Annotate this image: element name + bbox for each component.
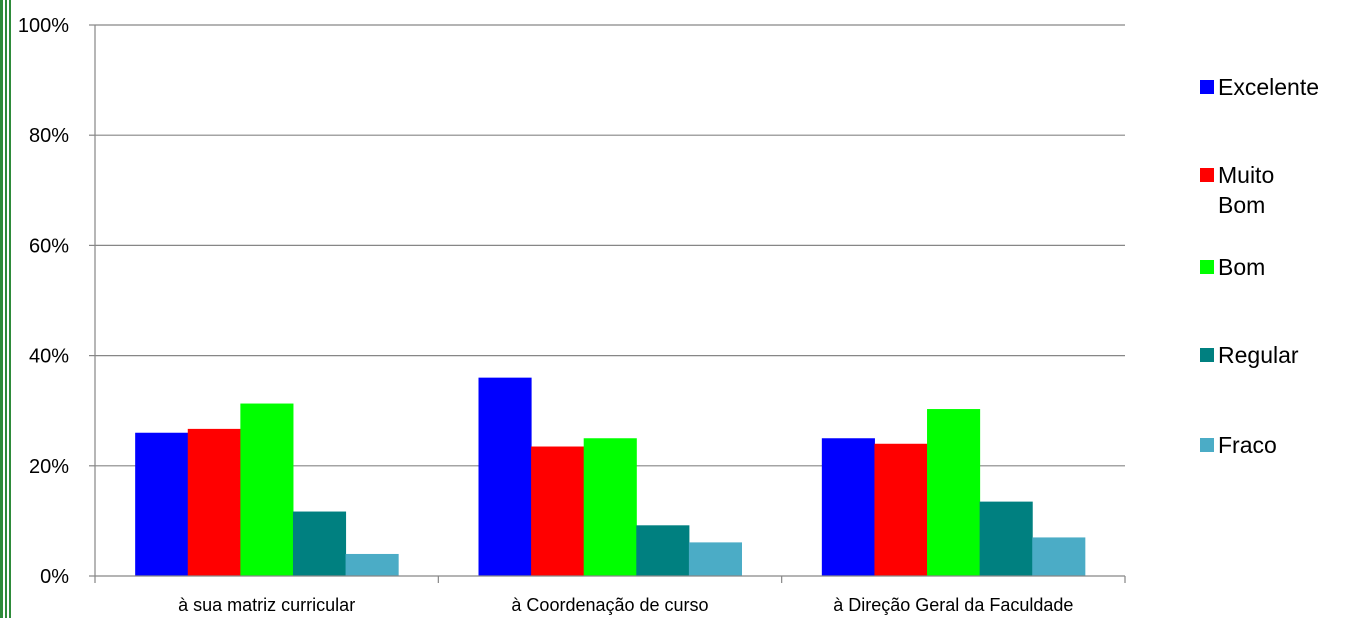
legend-item-regular: Regular bbox=[1200, 340, 1328, 370]
y-axis: 0% 20% 40% 60% 80% 100% bbox=[18, 15, 96, 588]
legend-label-muito-bom: Muito Bom bbox=[1218, 162, 1275, 218]
bar-muito-bom bbox=[531, 446, 585, 576]
bar-bom bbox=[240, 403, 294, 576]
bar-fraco bbox=[345, 553, 399, 576]
bar-regular bbox=[636, 525, 690, 576]
y-tick-label: 80% bbox=[29, 125, 69, 147]
decorative-left-border bbox=[0, 0, 11, 618]
legend-label-regular: Regular bbox=[1218, 342, 1299, 368]
legend-swatch-excelente bbox=[1200, 80, 1214, 94]
x-category-label: à sua matriz curricular bbox=[178, 595, 355, 615]
y-tick-label: 100% bbox=[18, 15, 69, 37]
legend-swatch-regular bbox=[1200, 348, 1214, 362]
gridlines bbox=[95, 24, 1125, 467]
bar-regular bbox=[292, 511, 347, 576]
legend-item-bom: Bom bbox=[1200, 252, 1328, 282]
legend-item-excelente: Excelente bbox=[1200, 72, 1328, 102]
bar-excelente bbox=[478, 377, 532, 576]
bar-muito-bom bbox=[187, 428, 241, 576]
legend-item-fraco: Fraco bbox=[1200, 430, 1328, 460]
bar-excelente bbox=[135, 432, 189, 576]
y-tick-label: 60% bbox=[29, 235, 69, 257]
legend-swatch-muito-bom bbox=[1200, 168, 1214, 182]
legend-label-fraco: Fraco bbox=[1218, 432, 1277, 458]
bar-regular bbox=[979, 501, 1033, 576]
x-category-label: à Direção Geral da Faculdade bbox=[833, 595, 1073, 615]
legend-item-muito-bom: Muito Bom bbox=[1200, 160, 1308, 220]
legend-label-bom: Bom bbox=[1218, 254, 1266, 280]
bar-fraco bbox=[688, 542, 742, 576]
x-axis: à sua matriz curricular à Coordenação de … bbox=[94, 575, 1126, 615]
bars bbox=[135, 377, 1086, 576]
y-tick-label: 20% bbox=[29, 456, 69, 478]
bar-muito-bom bbox=[874, 443, 928, 576]
bar-excelente bbox=[821, 438, 875, 576]
y-tick-label: 0% bbox=[40, 566, 69, 588]
legend-label-excelente: Excelente bbox=[1218, 74, 1320, 100]
y-tick-label: 40% bbox=[29, 346, 69, 368]
legend-swatch-bom bbox=[1200, 260, 1214, 274]
legend-swatch-fraco bbox=[1200, 438, 1214, 452]
bar-fraco bbox=[1032, 537, 1086, 576]
bar-bom bbox=[583, 438, 637, 576]
x-category-label: à Coordenação de curso bbox=[511, 595, 708, 615]
bar-bom bbox=[927, 409, 981, 576]
